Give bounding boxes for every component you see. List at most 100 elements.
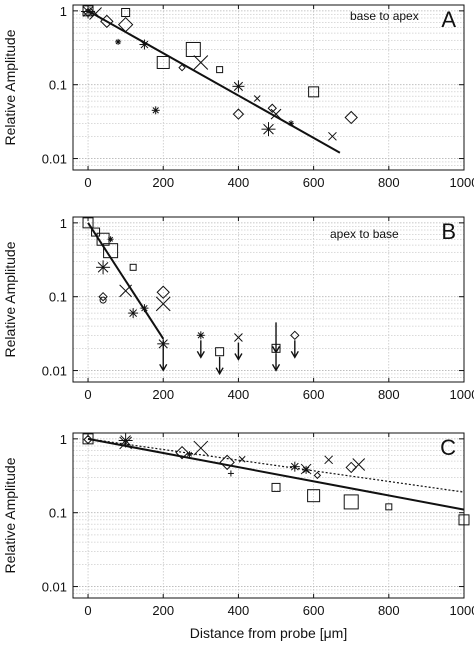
marker-square [458, 514, 470, 526]
x-tick-label: 0 [84, 603, 91, 618]
upper-limit-arrow [196, 331, 205, 359]
data-point-diamond [219, 454, 235, 471]
y-tick-label: 0.01 [42, 580, 67, 595]
x-tick-label: 800 [378, 603, 400, 618]
data-point-square [271, 482, 281, 492]
data-point-asterisk [186, 451, 193, 458]
y-tick-label: 0.1 [49, 290, 67, 305]
marker-diamond [232, 108, 245, 120]
marker-x [328, 131, 337, 141]
y-tick-label: 0.01 [42, 364, 67, 379]
data-point-diamond [178, 63, 186, 72]
marker-square [82, 217, 94, 229]
upper-limit-arrow [271, 343, 281, 372]
x-tick-label: 400 [228, 603, 250, 618]
x-tick-label: 600 [303, 175, 325, 190]
arrow-head [196, 350, 205, 359]
arrow-head [215, 367, 224, 376]
marker-asterisk [129, 309, 138, 317]
marker-diamond [267, 103, 277, 113]
data-point-square [91, 227, 101, 237]
data-point-square [458, 514, 470, 526]
arrow-head [159, 363, 168, 372]
data-point-x [234, 333, 243, 342]
marker-asterisk [120, 435, 131, 446]
upper-limit-arrow [159, 340, 168, 372]
marker-diamond [290, 330, 300, 341]
panel-letter: A [441, 7, 456, 32]
marker-square [385, 503, 393, 511]
data-point-x [238, 455, 246, 463]
y-axis-label: Relative Amplitude [2, 29, 18, 145]
marker-diamond [175, 445, 189, 460]
marker-asterisk [197, 332, 205, 339]
marker-asterisk [152, 107, 159, 114]
fit-line [87, 9, 341, 154]
marker-square [129, 263, 137, 271]
y-tick-label: 0.1 [49, 506, 67, 521]
data-point-plus [227, 470, 234, 477]
marker-asterisk [288, 120, 294, 126]
arrow-head [234, 353, 243, 361]
data-point-square [343, 494, 359, 510]
marker-diamond [100, 14, 114, 29]
data-point-square [103, 243, 119, 259]
marker-square [156, 55, 170, 69]
data-point-asterisk [128, 308, 139, 319]
marker-diamond [178, 63, 186, 72]
y-axis-label: Relative Amplitude [2, 241, 18, 357]
data-point-diamond [344, 110, 358, 125]
data-point-square [308, 86, 320, 98]
plot-frame [72, 216, 465, 383]
data-point-asterisk [302, 465, 311, 474]
marker-square [215, 347, 225, 357]
data-point-asterisk [118, 433, 133, 448]
data-point-square [129, 263, 137, 271]
data-point-x [193, 440, 209, 456]
x-tick-label: 400 [228, 387, 250, 402]
data-point-diamond [232, 108, 245, 120]
plot-frame [72, 4, 465, 171]
marker-x [89, 7, 102, 20]
x-tick-label: 800 [378, 175, 400, 190]
marker-square [307, 489, 321, 503]
x-tick-label: 200 [152, 387, 174, 402]
marker-square [103, 243, 119, 259]
marker-x [253, 95, 261, 102]
data-point-x [119, 284, 132, 298]
marker-asterisk [115, 39, 121, 45]
data-point-asterisk [151, 106, 160, 115]
upper-limit-arrow [234, 333, 243, 361]
data-point-diamond [290, 330, 300, 341]
y-tick-label: 0.1 [49, 78, 67, 93]
y-tick-label: 1 [60, 4, 67, 19]
data-point-diamond [345, 461, 357, 474]
panel-letter: C [440, 435, 456, 460]
marker-square [216, 66, 224, 74]
x-tick-label: 600 [303, 603, 325, 618]
marker-diamond [83, 434, 93, 445]
data-point-diamond [267, 103, 277, 113]
data-point-asterisk [96, 260, 111, 275]
data-point-square [216, 66, 224, 74]
marker-diamond [313, 471, 322, 480]
x-tick-label: 200 [152, 175, 174, 190]
x-tick-label: 800 [378, 387, 400, 402]
y-tick-label: 1 [60, 216, 67, 231]
x-axis-label: Distance from probe [μm] [190, 625, 347, 641]
marker-x [234, 333, 243, 342]
arrow-head [290, 350, 299, 359]
marker-square [121, 7, 131, 17]
marker-square [271, 482, 281, 492]
marker-x [352, 458, 366, 471]
data-point-square [215, 347, 225, 357]
upper-limit-arrow [271, 322, 281, 354]
x-tick-label: 0 [84, 175, 91, 190]
data-point-diamond [100, 14, 114, 29]
data-point-square [271, 343, 281, 353]
data-point-asterisk [81, 4, 96, 19]
